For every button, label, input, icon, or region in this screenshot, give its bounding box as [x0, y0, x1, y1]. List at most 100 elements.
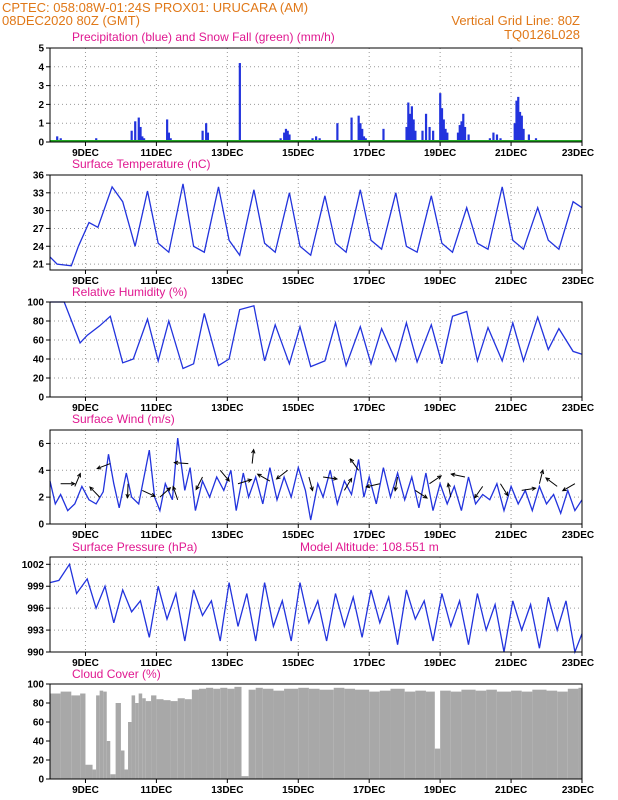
pressure-line: [49, 562, 583, 655]
precip-bar: [350, 117, 353, 142]
cloud-bar: [220, 687, 228, 779]
precip-bar: [201, 130, 204, 142]
wind-arrowhead: [365, 483, 371, 489]
cloud-bar: [151, 695, 157, 779]
precip-title: Precipitation (blue) and Snow Fall (gree…: [72, 30, 335, 44]
precip-bar: [440, 108, 444, 142]
x-tick-label: 9DEC: [72, 530, 99, 541]
x-tick-label: 23DEC: [562, 785, 594, 796]
cloud-bar: [344, 688, 356, 779]
header-station: CPTEC: 058:08W-01:24S PROX01: URUCARA (A…: [2, 0, 308, 15]
precip-bar: [495, 134, 499, 142]
y-tick-label: 3: [38, 81, 44, 92]
wind-arrowhead: [450, 472, 456, 477]
cloud-bar: [227, 688, 235, 779]
wind-vector: [195, 476, 203, 490]
precip-bar: [357, 115, 360, 142]
y-tick-label: 4: [38, 466, 44, 477]
cloud-bar: [234, 686, 242, 779]
x-tick-label: 9DEC: [72, 148, 99, 159]
precip-bar: [432, 130, 435, 142]
humidity-frame: [49, 301, 583, 398]
precip-bar: [141, 136, 144, 142]
temperature-frame: [49, 174, 583, 271]
cloud-bar: [177, 698, 185, 779]
wind-vector: [323, 476, 338, 480]
precip-bar: [446, 132, 449, 142]
wind-arrowhead: [96, 465, 102, 470]
cloud-bar: [131, 695, 136, 779]
precip-frame: [49, 47, 583, 143]
x-tick-label: 9DEC: [72, 785, 99, 796]
humidity-title: Relative Humidity (%): [72, 285, 187, 299]
precip-panel: 0 1 2 3 4 5 9DEC 11DEC 13DEC 15DEC 17DEC 19DEC 21DEC…: [38, 44, 594, 160]
precip-bar: [206, 132, 210, 142]
wind-vector: [394, 476, 399, 491]
x-tick-label: 11DEC: [141, 148, 173, 159]
cloud-bar: [496, 691, 512, 779]
cloud-bar: [532, 689, 547, 779]
y-tick-label: 0: [38, 775, 44, 786]
cloud-bar: [262, 688, 274, 779]
wind-vector: [538, 470, 544, 484]
x-tick-label: 15DEC: [282, 785, 314, 796]
x-tick-label: 13DEC: [211, 403, 243, 414]
wind-arrowhead: [275, 475, 281, 480]
cloud-bar: [60, 691, 72, 779]
cloud-bar: [273, 690, 285, 779]
wind-arrowhead: [446, 482, 451, 488]
x-tick-label: 17DEC: [353, 403, 385, 414]
precip-bar: [137, 117, 140, 142]
x-tick-label: 11DEC: [141, 530, 173, 541]
wind-vector: [237, 479, 252, 485]
precip-bar: [515, 100, 518, 142]
cloud-bar: [511, 690, 522, 779]
precip-bar: [283, 132, 286, 142]
cloud-bar: [415, 690, 426, 779]
y-tick-label: 80: [33, 699, 45, 710]
y-tick-label: 21: [33, 260, 45, 271]
precip-bar: [458, 125, 461, 142]
x-tick-label: 21DEC: [495, 148, 527, 159]
x-tick-label: 11DEC: [141, 785, 173, 796]
cloud-bar: [163, 700, 171, 779]
precip-bar: [463, 126, 467, 142]
y-tick-label: 33: [33, 188, 45, 199]
wind-vector: [447, 483, 452, 498]
wind-vector: [521, 487, 536, 491]
wind-title: Surface Wind (m/s): [72, 412, 175, 426]
cloud-bar: [198, 688, 207, 779]
cloud-bar: [170, 701, 178, 779]
x-tick-label: 21DEC: [495, 530, 527, 541]
wind-vector: [159, 487, 171, 498]
precip-bar: [336, 123, 339, 142]
cloud-bar: [461, 689, 476, 779]
cloud-bar: [440, 690, 451, 779]
cloud-bar: [96, 695, 100, 779]
cloud-bar: [115, 703, 121, 779]
header-date: 08DEC2020 80Z (GMT): [2, 13, 140, 28]
cloud-bar: [475, 690, 487, 779]
cloud-bar: [298, 687, 309, 779]
precip-bar: [444, 128, 447, 142]
wind-vector: [142, 489, 156, 497]
cloud-bar: [92, 769, 97, 779]
x-tick-label: 17DEC: [353, 530, 385, 541]
precip-bar: [492, 132, 495, 142]
wind-vector: [366, 483, 380, 488]
cloud-bar: [248, 689, 256, 779]
cloud-bar: [191, 689, 199, 779]
pressure-frame: [49, 556, 583, 653]
y-tick-label: 2: [38, 100, 44, 111]
wind-arrowhead: [347, 477, 353, 483]
precip-bar: [439, 93, 442, 142]
y-tick-label: 0: [38, 138, 44, 149]
x-tick-label: 23DEC: [562, 148, 594, 159]
precip-bar: [520, 115, 523, 142]
wind-vector: [219, 469, 230, 482]
cloud-bar: [138, 693, 143, 779]
cloud-bar: [546, 690, 558, 779]
cloud-bar: [390, 688, 405, 779]
wind-vector: [562, 483, 576, 492]
wind-arrowhead: [332, 476, 339, 481]
